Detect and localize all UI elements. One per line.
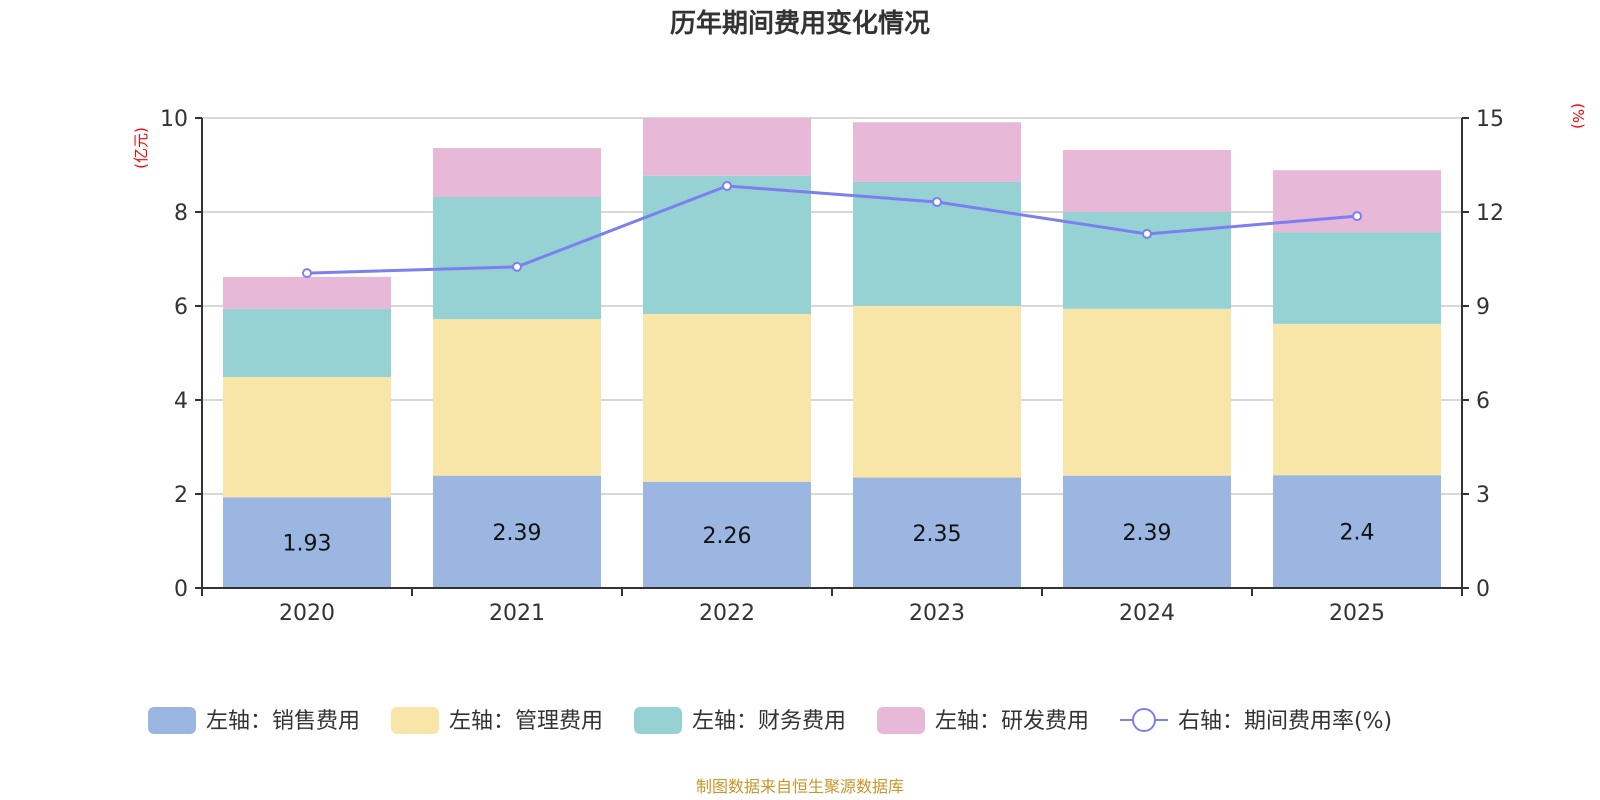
left-axis-tick-label: 4: [174, 389, 188, 414]
bars: [223, 118, 1441, 588]
bar-segment: [643, 175, 811, 314]
rate-point: [1142, 228, 1152, 239]
legend-label: 左轴：财务费用: [692, 709, 846, 734]
left-axis-tick-label: 8: [174, 201, 188, 226]
legend-item[interactable]: 左轴：财务费用: [634, 707, 846, 734]
bar-data-label: 1.93: [283, 532, 332, 557]
bar-segment: [853, 306, 1021, 478]
bar-segment: [1273, 170, 1441, 233]
bar-data-label: 2.39: [1123, 521, 1172, 546]
legend-label: 右轴：期间费用率(%): [1178, 709, 1392, 734]
legend-item[interactable]: 右轴：期间费用率(%): [1120, 708, 1392, 734]
rate-line-path: [306, 184, 1358, 275]
bar-data-label: 2.26: [703, 524, 752, 549]
chart-title: 历年期间费用变化情况: [670, 8, 930, 39]
x-axis-tick-label: 2024: [1119, 601, 1175, 626]
bar-segment: [223, 497, 391, 588]
right-axis-tick-label: 3: [1476, 483, 1490, 508]
data-labels: 1.93 2.39 2.26 2.35 2.39 2.4: [283, 521, 1375, 557]
right-axis-tick-label: 6: [1476, 389, 1490, 414]
legend-label: 左轴：管理费用: [449, 709, 603, 734]
bar-segment: [643, 313, 811, 482]
bar-data-label: 2.35: [913, 522, 962, 547]
x-axis-tick-label: 2023: [909, 601, 965, 626]
bar-segment: [643, 481, 811, 588]
bar-data-label: 2.39: [493, 521, 542, 546]
right-axis-tick-label: 0: [1476, 577, 1490, 602]
legend-item[interactable]: 左轴：销售费用: [148, 707, 360, 734]
bar-segment: [223, 308, 391, 377]
x-axis-tick-label: 2022: [699, 601, 755, 626]
bar-segment: [1273, 323, 1441, 476]
legend-circle-icon: [1132, 708, 1156, 732]
bar-segment: [1063, 475, 1231, 588]
right-axis-tick-label: 12: [1476, 201, 1504, 226]
left-axis-tick-label: 0: [174, 577, 188, 602]
legend-swatch: [877, 707, 925, 734]
x-axis-tick-label: 2025: [1329, 601, 1385, 626]
bar-segment: [433, 196, 601, 320]
left-axis-unit: (亿元): [132, 127, 150, 169]
bar-segment: [1063, 149, 1231, 212]
rate-point: [722, 180, 732, 191]
right-axis-tick-label: 15: [1476, 107, 1504, 132]
right-axis-tick-label: 9: [1476, 295, 1490, 320]
bar-segment: [1063, 308, 1231, 476]
bar-segment: [1273, 232, 1441, 324]
left-axis-tick-label: 6: [174, 295, 188, 320]
legend-swatch: [391, 707, 439, 734]
bar-segment: [433, 475, 601, 588]
bar-segment: [853, 122, 1021, 182]
legend-swatch: [634, 707, 682, 734]
bar-segment: [643, 118, 811, 176]
legend-item[interactable]: 左轴：管理费用: [391, 707, 603, 734]
legend-swatch: [148, 707, 196, 734]
bar-segment: [223, 276, 391, 309]
axes: 0 2 4 6 8 10 0 3 6 9 12 15 2020 2021 2022 2023 2024 2025: [160, 107, 1504, 626]
bar-segment: [433, 319, 601, 476]
rate-line: [302, 180, 1362, 279]
bar-segment: [853, 477, 1021, 588]
rate-point: [302, 268, 312, 279]
source-footer: 制图数据来自恒生聚源数据库: [696, 777, 904, 796]
legend-item[interactable]: 左轴：研发费用: [877, 707, 1089, 734]
rate-point: [1352, 211, 1362, 222]
bar-segment: [1273, 475, 1441, 588]
x-axis-tick-label: 2020: [279, 601, 335, 626]
legend-label: 左轴：销售费用: [206, 709, 360, 734]
legend-label: 左轴：研发费用: [935, 709, 1089, 734]
left-axis-tick-label: 2: [174, 483, 188, 508]
right-axis-unit: (%): [1569, 103, 1587, 129]
bar-segment: [433, 148, 601, 197]
left-axis-tick-label: 10: [160, 107, 188, 132]
bar-segment: [223, 376, 391, 498]
x-axis-tick-label: 2021: [489, 601, 545, 626]
bar-data-label: 2.4: [1340, 521, 1375, 546]
gridlines: [202, 117, 1462, 495]
legend[interactable]: 左轴：销售费用 左轴：管理费用 左轴：财务费用 左轴：研发费用 右轴：期间费用率(%): [148, 707, 1392, 734]
bar-segment: [1063, 212, 1231, 309]
rate-point: [512, 261, 522, 272]
rate-point: [932, 196, 942, 207]
